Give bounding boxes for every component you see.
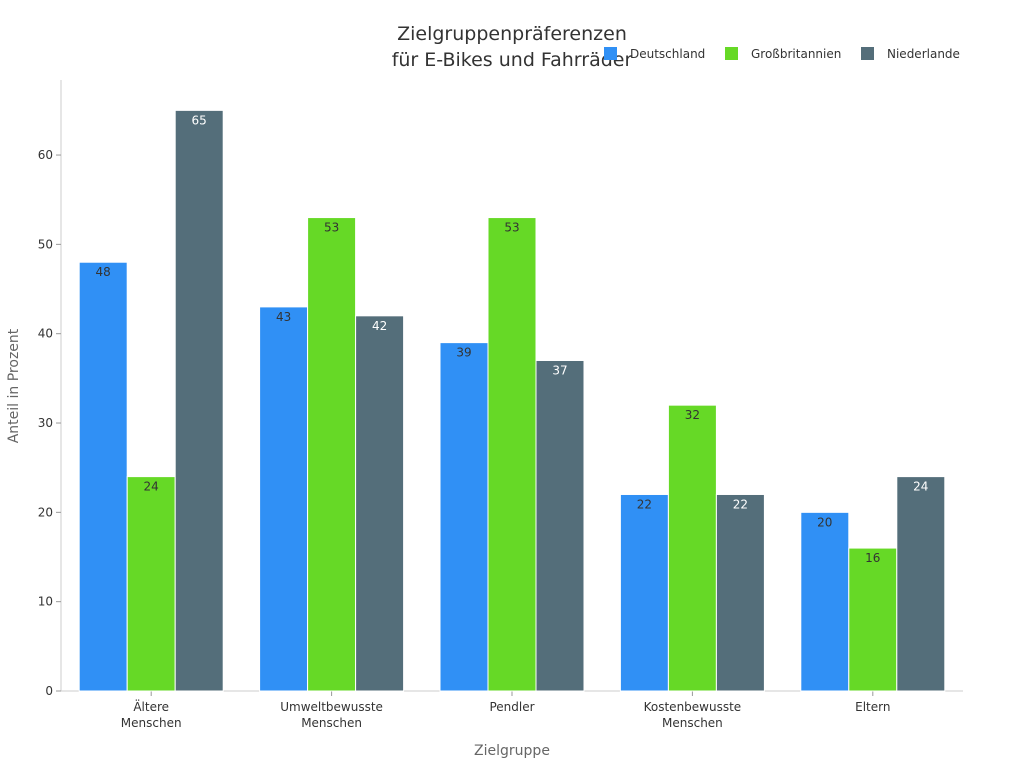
bar-value-label: 24 <box>144 480 159 494</box>
x-tick-label-line: Umweltbewusste <box>280 700 383 714</box>
y-tick-label: 40 <box>38 327 53 341</box>
bar <box>848 547 898 692</box>
x-tick-label: Ältere Menschen <box>121 699 182 730</box>
y-tick-label: 50 <box>38 237 53 251</box>
y-tick-label: 20 <box>38 505 53 519</box>
y-tick-label: 30 <box>38 416 53 430</box>
bar-value-label: 39 <box>456 346 471 360</box>
y-tick-label: 60 <box>38 148 53 162</box>
bars <box>78 109 946 692</box>
bar <box>896 476 946 692</box>
bar-value-label: 43 <box>276 310 291 324</box>
x-tick-label-line: Kostenbewusste <box>644 700 742 714</box>
bar-labels: 48 24 65 43 53 42 39 53 37 22 32 22 20 16 24 <box>96 113 929 565</box>
x-tick-label-line: Menschen <box>662 716 723 730</box>
legend: Deutschland Großbritannien Niederlande <box>604 47 960 61</box>
x-tick-label: Kostenbewusste Menschen <box>644 700 742 730</box>
bar <box>307 217 357 692</box>
chart-title-line-2: für E-Bikes und Fahrräder <box>392 49 633 71</box>
legend-swatch <box>604 47 617 60</box>
x-tick-label-line: Ältere <box>133 699 169 714</box>
y-tick-label: 0 <box>45 684 53 698</box>
bar-value-label: 53 <box>504 221 519 235</box>
x-tick-label-line: Menschen <box>121 716 182 730</box>
bar-value-label: 65 <box>192 113 207 127</box>
bar-value-label: 22 <box>733 497 748 511</box>
bar <box>667 404 717 692</box>
x-tick-label: Umweltbewusste Menschen <box>280 700 383 730</box>
legend-label: Deutschland <box>630 47 705 61</box>
bar-value-label: 24 <box>913 480 928 494</box>
y-tick-label: 10 <box>38 595 53 609</box>
legend-swatch <box>725 47 738 60</box>
y-axis-title: Anteil in Prozent <box>6 328 22 443</box>
bar <box>800 511 850 692</box>
bar <box>126 476 176 692</box>
bar <box>355 315 405 692</box>
bar <box>619 493 669 692</box>
bar <box>78 261 128 692</box>
bar-value-label: 20 <box>817 515 832 529</box>
bar-value-label: 16 <box>865 551 880 565</box>
x-tick-label-line: Pendler <box>489 700 534 714</box>
legend-item: Großbritannien <box>725 47 841 61</box>
bar <box>535 359 585 692</box>
x-tick-label-line: Menschen <box>301 716 362 730</box>
chart-title: Zielgruppenpräferenzen für E-Bikes und F… <box>392 23 633 71</box>
bar <box>174 109 224 692</box>
legend-swatch <box>861 47 874 60</box>
bar-value-label: 48 <box>96 265 111 279</box>
bar <box>259 306 309 692</box>
legend-label: Niederlande <box>887 47 960 61</box>
bar <box>487 217 537 692</box>
legend-label: Großbritannien <box>751 47 841 61</box>
x-tick-label: Eltern <box>855 700 890 714</box>
x-axis-title: Zielgruppe <box>474 743 550 759</box>
x-tick-label: Pendler <box>489 700 534 714</box>
chart-title-line-1: Zielgruppenpräferenzen <box>397 23 627 45</box>
bar-value-label: 32 <box>685 408 700 422</box>
bar-value-label: 42 <box>372 319 387 333</box>
bar <box>715 493 765 692</box>
bar <box>439 342 489 692</box>
x-tick-label-line: Eltern <box>855 700 890 714</box>
legend-item: Deutschland <box>604 47 705 61</box>
bar-value-label: 22 <box>637 497 652 511</box>
bar-value-label: 53 <box>324 221 339 235</box>
bar-value-label: 37 <box>552 363 567 377</box>
legend-item: Niederlande <box>861 47 960 61</box>
